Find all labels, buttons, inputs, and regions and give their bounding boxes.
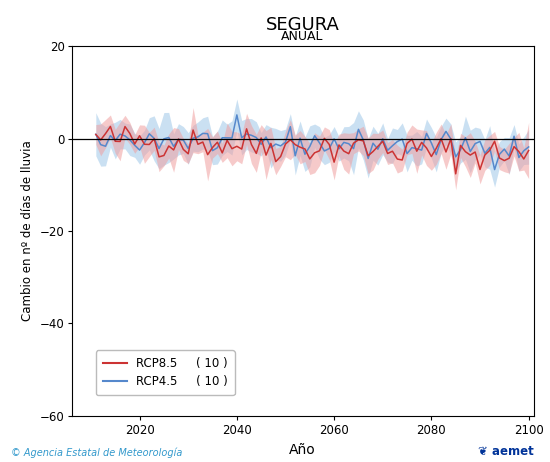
- X-axis label: Año: Año: [289, 443, 316, 457]
- Legend: RCP8.5     ( 10 ), RCP4.5     ( 10 ): RCP8.5 ( 10 ), RCP4.5 ( 10 ): [96, 350, 235, 395]
- Text: SEGURA: SEGURA: [266, 16, 339, 34]
- Text: ANUAL: ANUAL: [281, 30, 324, 43]
- Y-axis label: Cambio en nº de días de lluvia: Cambio en nº de días de lluvia: [21, 140, 34, 322]
- Text: ❦ aemet: ❦ aemet: [478, 445, 534, 458]
- Text: © Agencia Estatal de Meteorología: © Agencia Estatal de Meteorología: [11, 448, 183, 458]
